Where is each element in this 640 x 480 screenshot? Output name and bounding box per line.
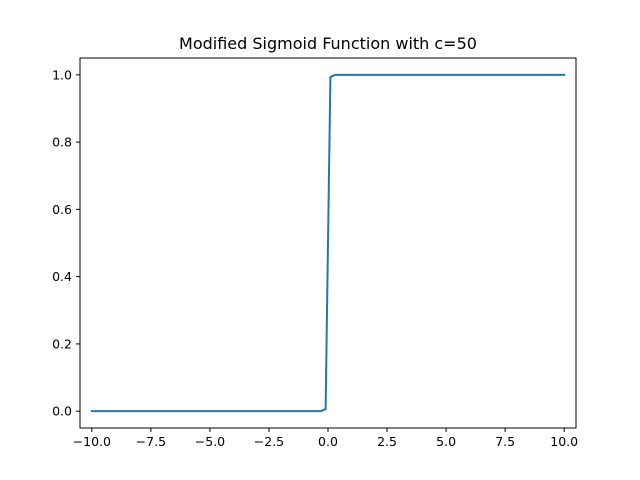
plot-frame [79, 57, 577, 429]
x-tick-label: −2.5 [254, 434, 284, 449]
series-layer [90, 73, 566, 413]
x-tick-label: 10.0 [550, 434, 578, 449]
x-tick-label: 0.0 [318, 434, 338, 449]
y-tick-label: 0.4 [52, 269, 72, 284]
y-tick-label: 0.8 [52, 135, 72, 150]
chart-title: Modified Sigmoid Function with c=50 [179, 34, 477, 53]
x-tick-label: −5.0 [195, 434, 225, 449]
x-tick-label: 2.5 [377, 434, 397, 449]
y-tick-label: 0.2 [52, 336, 72, 351]
x-tick-label: −10.0 [73, 434, 111, 449]
y-tick-label: 0.6 [52, 202, 72, 217]
x-tick-label: 7.5 [495, 434, 515, 449]
x-tick-label: −7.5 [136, 434, 166, 449]
y-tick-label: 0.0 [52, 404, 72, 419]
series-line-0 [90, 73, 566, 413]
x-tick-label: 5.0 [436, 434, 456, 449]
y-tick-label: 1.0 [52, 67, 72, 82]
ticks-layer: −10.0 −7.5 −5.0 −2.5 0.0 2.5 5.0 7.5 10.0 0.0 0.2 0… [52, 67, 578, 449]
